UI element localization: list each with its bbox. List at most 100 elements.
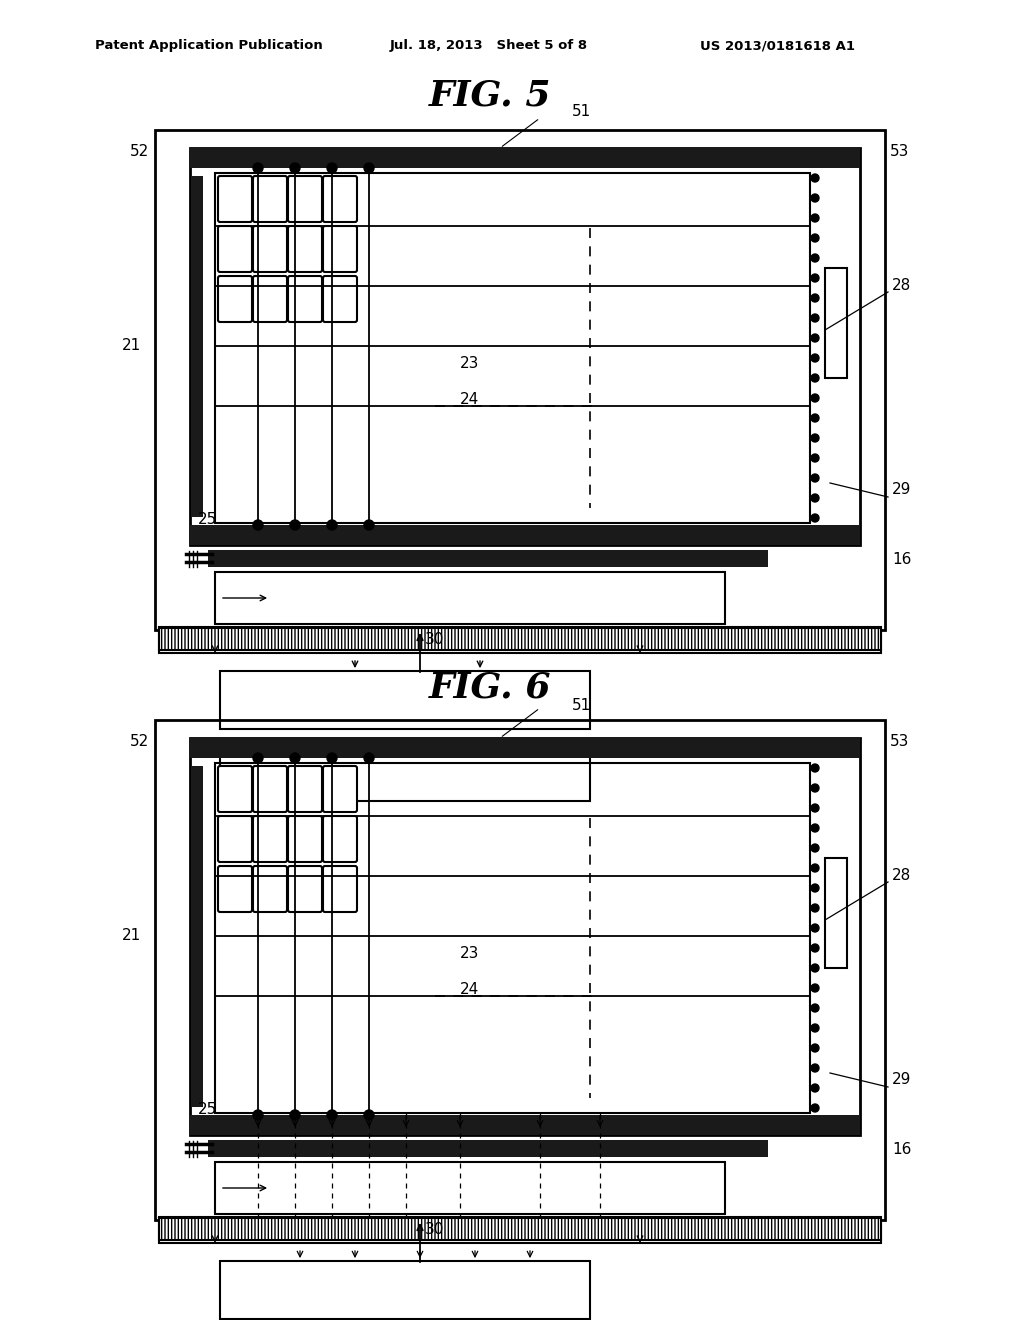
Circle shape [811,354,819,362]
FancyBboxPatch shape [288,176,322,222]
Bar [220,671,590,729]
FancyBboxPatch shape [323,226,357,272]
Circle shape [811,1024,819,1032]
Text: 21: 21 [122,928,141,942]
Text: 53: 53 [890,144,909,160]
Circle shape [290,1110,300,1119]
FancyBboxPatch shape [218,226,252,272]
FancyBboxPatch shape [218,176,252,222]
Text: 21: 21 [122,338,141,352]
Circle shape [811,334,819,342]
Bar [193,766,203,1107]
Circle shape [811,824,819,832]
FancyBboxPatch shape [253,276,287,322]
Circle shape [811,1084,819,1092]
Bar [159,627,881,649]
Text: 29: 29 [892,1072,911,1088]
Text: 51: 51 [572,697,591,713]
Text: 24: 24 [460,982,479,998]
Circle shape [811,474,819,482]
Bar [159,628,881,653]
Circle shape [253,162,263,173]
Circle shape [811,294,819,302]
Circle shape [327,1110,337,1119]
Bar [220,743,590,801]
Circle shape [811,275,819,282]
Text: 24: 24 [460,392,479,408]
Text: 52: 52 [130,144,150,160]
FancyBboxPatch shape [323,766,357,812]
Text: 53: 53 [890,734,909,750]
Circle shape [327,520,337,531]
Bar [825,858,847,968]
FancyBboxPatch shape [253,816,287,862]
Circle shape [364,520,374,531]
Text: 29: 29 [892,483,911,498]
FancyBboxPatch shape [253,226,287,272]
Circle shape [811,764,819,772]
Text: 30: 30 [425,1222,444,1238]
Circle shape [253,520,263,531]
Bar [215,173,810,523]
Circle shape [811,494,819,502]
Circle shape [811,865,819,873]
Circle shape [811,1064,819,1072]
Circle shape [811,174,819,182]
Circle shape [811,904,819,912]
Circle shape [811,214,819,222]
Circle shape [811,314,819,322]
Circle shape [811,843,819,851]
Text: 23: 23 [460,355,479,371]
Circle shape [811,944,819,952]
Text: 16: 16 [892,553,911,568]
Circle shape [811,983,819,993]
Text: 25: 25 [198,512,217,528]
Bar [193,176,203,517]
Bar [825,268,847,378]
Circle shape [327,752,337,763]
Circle shape [811,513,819,521]
Circle shape [290,520,300,531]
Circle shape [811,884,819,892]
FancyBboxPatch shape [323,866,357,912]
Bar [190,738,860,1135]
FancyBboxPatch shape [323,276,357,322]
Circle shape [364,162,374,173]
FancyBboxPatch shape [218,866,252,912]
Text: 30: 30 [425,632,444,648]
Text: 52: 52 [130,734,150,750]
Circle shape [811,924,819,932]
FancyBboxPatch shape [288,766,322,812]
Bar [190,738,860,758]
Text: US 2013/0181618 A1: US 2013/0181618 A1 [700,40,855,53]
Circle shape [811,1044,819,1052]
FancyBboxPatch shape [288,816,322,862]
Circle shape [290,752,300,763]
Bar [190,148,860,545]
FancyBboxPatch shape [218,766,252,812]
Circle shape [327,162,337,173]
FancyBboxPatch shape [288,866,322,912]
Circle shape [811,194,819,202]
Circle shape [253,1110,263,1119]
Circle shape [811,414,819,422]
Bar [215,1162,725,1214]
Bar [208,550,768,568]
FancyBboxPatch shape [288,226,322,272]
FancyBboxPatch shape [323,816,357,862]
Bar [215,763,810,1113]
Text: 51: 51 [572,104,591,120]
FancyBboxPatch shape [218,276,252,322]
Bar [190,525,860,545]
Circle shape [811,964,819,972]
Bar [208,1140,768,1158]
Bar [155,719,885,1220]
Circle shape [811,374,819,381]
Bar [159,1218,881,1243]
Bar [190,1115,860,1135]
Text: 28: 28 [892,277,911,293]
Circle shape [811,784,819,792]
Bar [155,129,885,630]
Circle shape [811,1104,819,1111]
Text: Patent Application Publication: Patent Application Publication [95,40,323,53]
